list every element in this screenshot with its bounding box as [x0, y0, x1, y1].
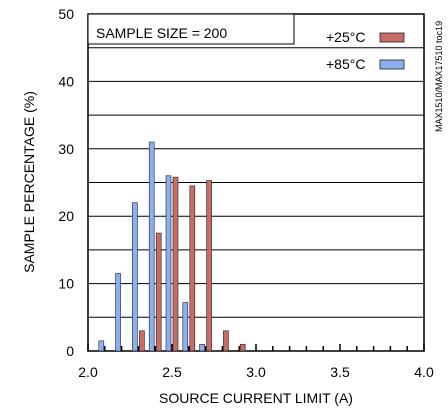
- bar: [182, 302, 189, 352]
- grid-lines: [88, 47, 424, 318]
- tick-marks: [87, 344, 425, 351]
- bar: [139, 330, 145, 352]
- annotation-text: SAMPLE SIZE = 200: [96, 25, 227, 41]
- x-tick-label: 3.0: [246, 364, 266, 380]
- bar: [199, 343, 205, 352]
- y-tick-label: 30: [58, 141, 74, 157]
- bar: [115, 273, 121, 352]
- bar: [155, 232, 162, 352]
- bar: [132, 202, 138, 352]
- bar: [206, 180, 212, 352]
- y-tick-label: 20: [58, 208, 74, 224]
- x-axis-title: SOURCE CURRENT LIMIT (A): [159, 390, 353, 406]
- legend-label: +85°C: [326, 56, 365, 72]
- annotation-box: [87, 13, 295, 45]
- bar: [98, 340, 105, 352]
- x-tick-label: 3.5: [330, 364, 350, 380]
- legend-swatch: [379, 32, 405, 43]
- y-axis-title: SAMPLE PERCENTAGE (%): [21, 91, 37, 273]
- bar: [172, 176, 179, 352]
- x-tick-labels: 2.0 2.5 3.0 3.5 4.0: [78, 364, 434, 380]
- bar: [165, 175, 172, 352]
- bar: [239, 343, 246, 352]
- legend-swatch: [379, 59, 405, 70]
- y-tick-label: 0: [66, 343, 74, 359]
- legend: +25°C +85°C: [326, 29, 405, 72]
- bar: [189, 185, 196, 352]
- x-tick-label: 4.0: [414, 364, 434, 380]
- y-tick-label: 10: [58, 276, 74, 292]
- bar: [148, 141, 155, 352]
- figure-id-note: MAX1510/MAX17510 toc19: [434, 21, 444, 132]
- y-tick-label: 50: [58, 6, 74, 22]
- y-tick-label: 40: [58, 73, 74, 89]
- y-tick-labels: 0 10 20 30 40 50: [58, 6, 74, 359]
- x-tick-label: 2.0: [78, 364, 98, 380]
- legend-label: +25°C: [326, 29, 365, 45]
- x-tick-label: 2.5: [162, 364, 182, 380]
- bar: [223, 330, 229, 352]
- bars-group: [98, 141, 246, 352]
